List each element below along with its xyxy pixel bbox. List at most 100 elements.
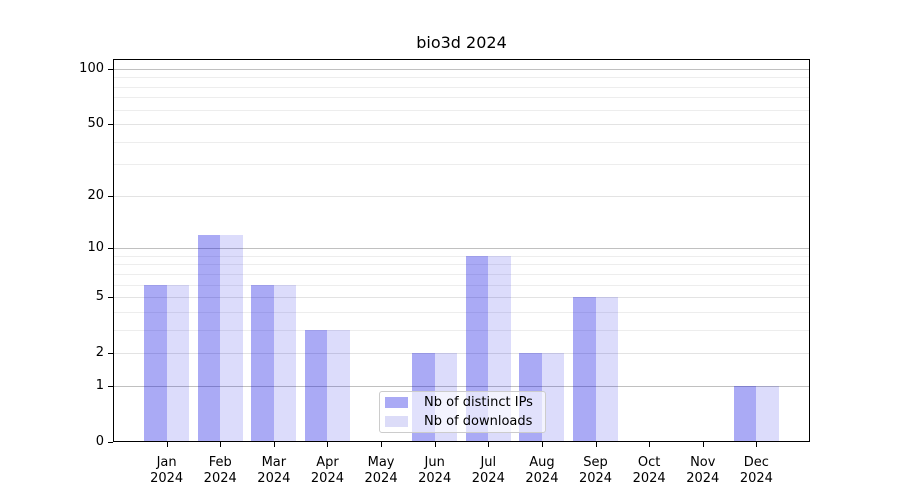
x-tick-mark <box>595 442 597 447</box>
x-tick-mark <box>220 442 222 447</box>
x-tick-label-month: Jan <box>156 455 177 470</box>
x-tick-label-month: Jun <box>424 455 445 470</box>
minor-gridline <box>113 329 810 331</box>
bar-downloads <box>541 353 565 442</box>
y-tick-mark <box>108 385 113 387</box>
x-tick-label: Oct 2024 <box>633 455 666 486</box>
x-tick-label-month: Mar <box>261 455 287 470</box>
x-tick-label-month: May <box>367 455 395 470</box>
y-tick-label: 5 <box>95 289 104 305</box>
x-tick-label-month: Sep <box>583 455 608 470</box>
major-gridline <box>113 195 810 197</box>
y-tick-mark <box>108 248 113 250</box>
legend-label: Nb of downloads <box>424 413 533 429</box>
x-tick-label: Jun 2024 <box>418 455 451 486</box>
x-tick-label-year: 2024 <box>257 470 291 486</box>
major-gridline <box>113 248 810 250</box>
x-tick-label-year: 2024 <box>739 470 773 486</box>
x-tick-label: Sep 2024 <box>579 455 612 486</box>
x-tick-label: May 2024 <box>365 455 398 486</box>
minor-gridline <box>113 311 810 313</box>
x-tick-label-year: 2024 <box>578 470 613 486</box>
x-tick-mark <box>381 442 383 447</box>
x-tick-label-year: 2024 <box>471 470 505 486</box>
x-tick-label: Aug 2024 <box>525 455 558 486</box>
y-tick-mark <box>108 442 113 443</box>
chart-title: bio3d 2024 <box>416 33 507 52</box>
x-tick-label-month: Nov <box>690 455 716 470</box>
bar-downloads <box>220 234 243 442</box>
legend-label: Nb of distinct IPs <box>424 394 533 410</box>
x-tick-label-month: Dec <box>743 455 769 470</box>
y-tick-label: 20 <box>87 187 104 203</box>
y-tick-label: 0 <box>95 434 104 449</box>
minor-gridline <box>113 86 810 88</box>
x-tick-label: Mar 2024 <box>257 455 290 486</box>
x-tick-mark <box>166 442 168 447</box>
x-tick-label: Apr 2024 <box>311 455 344 486</box>
y-tick-label: 2 <box>95 345 104 361</box>
minor-gridline <box>113 77 810 79</box>
major-gridline <box>113 68 810 70</box>
bar-downloads <box>273 284 297 442</box>
x-tick-mark <box>434 442 436 447</box>
bar-downloads <box>166 284 190 442</box>
x-tick-label-year: 2024 <box>686 470 720 486</box>
major-gridline <box>113 353 810 355</box>
minor-gridline <box>113 273 810 275</box>
x-tick-label-month: Apr <box>316 455 339 470</box>
x-tick-label-year: 2024 <box>418 470 452 486</box>
x-tick-mark <box>327 442 329 447</box>
bar-distinct-ips <box>144 284 167 442</box>
y-tick-label: 50 <box>87 116 104 132</box>
minor-gridline <box>113 109 810 111</box>
x-tick-label-month: Oct <box>637 455 661 470</box>
minor-gridline <box>113 255 810 257</box>
x-tick-label-year: 2024 <box>310 470 344 486</box>
x-tick-label-month: Jul <box>480 455 497 470</box>
x-tick-mark <box>488 442 490 447</box>
bar-downloads <box>595 297 619 442</box>
x-tick-label-month: Aug <box>529 455 555 470</box>
x-tick-label: Feb 2024 <box>204 455 237 486</box>
minor-gridline <box>113 141 810 143</box>
y-tick-mark <box>108 353 113 355</box>
minor-gridline <box>113 164 810 166</box>
bar-downloads <box>327 329 350 442</box>
x-tick-label-year: 2024 <box>150 470 184 486</box>
y-tick-mark <box>108 68 113 70</box>
major-gridline <box>113 385 810 387</box>
x-tick-label-month: Feb <box>208 455 232 470</box>
x-tick-label-year: 2024 <box>632 470 666 486</box>
legend-swatch <box>385 416 408 427</box>
bar-distinct-ips <box>197 234 221 442</box>
y-tick-mark <box>108 195 113 197</box>
x-tick-label-year: 2024 <box>364 470 398 486</box>
minor-gridline <box>113 284 810 286</box>
major-gridline <box>113 124 810 126</box>
legend-entry: Nb of downloads <box>385 413 545 431</box>
x-tick-mark <box>649 442 651 447</box>
y-tick-mark <box>108 124 113 126</box>
bar-distinct-ips <box>251 284 274 442</box>
x-tick-label: Jan 2024 <box>150 455 183 486</box>
bar-distinct-ips <box>573 297 596 442</box>
x-tick-label-year: 2024 <box>203 470 237 486</box>
plot-area: Nb of distinct IPs Nb of downloads <box>113 59 810 442</box>
minor-gridline <box>113 97 810 99</box>
bar-downloads <box>756 385 779 442</box>
legend-swatch <box>385 397 408 408</box>
x-tick-mark <box>273 442 275 447</box>
legend: Nb of distinct IPs Nb of downloads <box>379 391 546 433</box>
x-tick-label: Dec 2024 <box>740 455 773 486</box>
bar-distinct-ips <box>304 329 328 442</box>
x-tick-mark <box>756 442 758 447</box>
y-tick-label: 10 <box>87 240 104 256</box>
x-tick-mark <box>541 442 543 447</box>
x-tick-label: Jul 2024 <box>472 455 505 486</box>
major-gridline <box>113 297 810 299</box>
y-tick-label: 100 <box>79 60 104 76</box>
minor-gridline <box>113 264 810 266</box>
y-tick-mark <box>108 297 113 299</box>
